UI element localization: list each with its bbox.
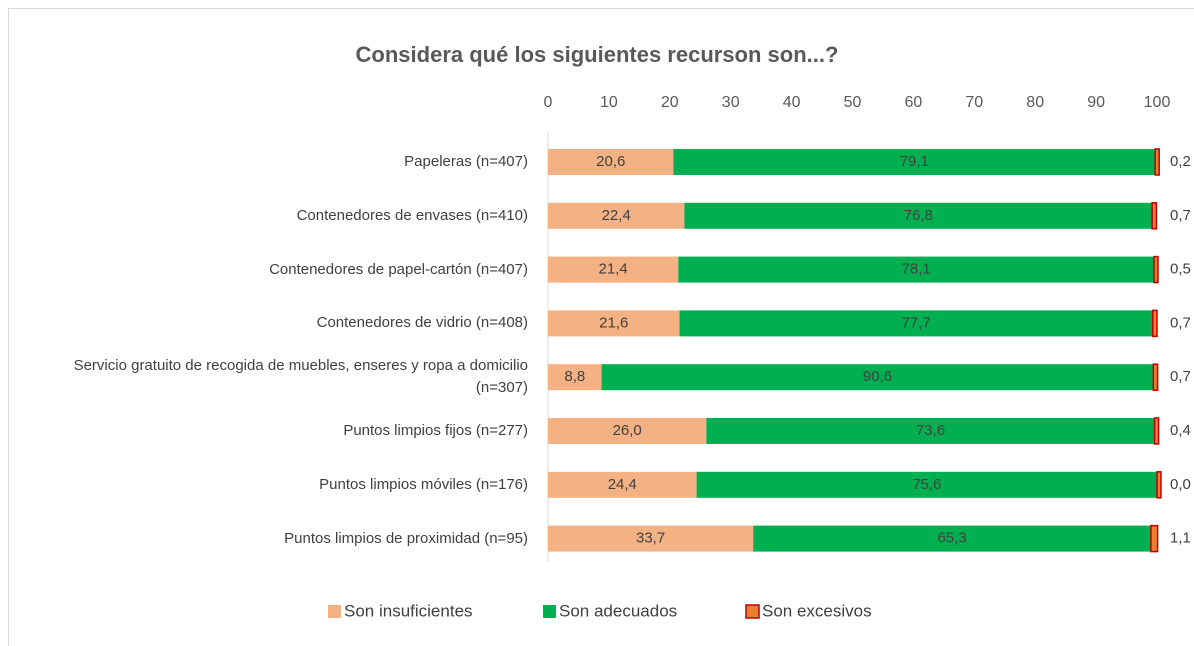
value-label: 8,8 [564, 368, 585, 385]
value-label: 76,8 [904, 207, 933, 224]
value-label: 0,7 [1170, 314, 1191, 331]
category-label: Contenedores de envases (n=410) [296, 206, 528, 224]
x-tick-label: 90 [1087, 94, 1105, 111]
legend-label: Son adecuados [559, 601, 677, 620]
bar-segment [548, 202, 685, 229]
category-label: Servicio gratuito de recogida de muebles… [73, 357, 528, 397]
bar-segment [1153, 255, 1159, 284]
value-label: 0,7 [1170, 368, 1191, 385]
value-label: 22,4 [602, 207, 631, 224]
legend-swatch [745, 604, 760, 619]
category-label: Papeleras (n=407) [404, 153, 528, 170]
bar-segment [548, 364, 602, 391]
value-label: 77,7 [902, 314, 931, 331]
bar-segment [548, 471, 697, 498]
bar-segment [753, 525, 1151, 552]
value-label: 24,4 [608, 476, 637, 493]
bar-segment [696, 471, 1157, 498]
x-tick-label: 60 [905, 94, 923, 111]
bar-segment [601, 364, 1154, 391]
bar-segment [706, 418, 1155, 444]
legend-label: Son excesivos [762, 601, 872, 620]
category-label: Puntos limpios fijos (n=277) [343, 422, 528, 439]
bar-segment [548, 525, 754, 552]
category-label: Puntos limpios móviles (n=176) [319, 475, 528, 493]
bar-segment [548, 418, 707, 444]
value-label: 0,7 [1170, 207, 1191, 224]
x-tick-label: 30 [722, 94, 740, 111]
value-label: 33,7 [636, 530, 665, 547]
bar-segment [679, 310, 1153, 337]
x-tick-label: 10 [600, 94, 618, 111]
chart-frame [8, 8, 1194, 646]
category-label: Puntos limpios de proximidad (n=95) [284, 529, 528, 547]
x-tick-label: 0 [544, 94, 553, 111]
x-tick-label: 70 [965, 94, 983, 111]
bar-segment [1154, 148, 1160, 176]
category-label: Contenedores de vidrio (n=408) [316, 314, 528, 332]
value-label: 0,2 [1170, 153, 1191, 170]
value-label: 78,1 [902, 261, 931, 278]
value-label: 26,0 [613, 422, 642, 439]
bar-segment [1151, 309, 1158, 338]
legend-swatch [328, 605, 341, 618]
value-label: 65,3 [937, 530, 966, 547]
bar-segment [1150, 524, 1159, 553]
value-label: 73,6 [916, 422, 945, 439]
bar-segment [548, 256, 679, 283]
value-label: 1,1 [1170, 530, 1191, 547]
x-tick-label: 40 [783, 94, 801, 111]
value-label: 75,6 [912, 476, 941, 493]
value-label: 0,5 [1170, 261, 1191, 278]
category-label: Contenedores de papel-cartón (n=407) [269, 260, 528, 278]
x-tick-label: 50 [844, 94, 862, 111]
value-label: 20,6 [596, 153, 625, 170]
chart-title: Considera qué los siguientes recurson so… [356, 42, 839, 67]
x-tick-label: 80 [1026, 94, 1044, 111]
bar-segment [1156, 471, 1162, 499]
bar-segment [673, 149, 1156, 175]
value-label: 79,1 [900, 153, 929, 170]
value-label: 90,6 [863, 368, 892, 385]
legend-swatch [543, 605, 556, 618]
bar-segment [1151, 202, 1158, 230]
x-tick-label: 20 [661, 94, 679, 111]
x-tick-label: 100 [1144, 94, 1171, 111]
bar-segment [548, 149, 674, 175]
bar-segment [678, 256, 1154, 283]
legend-label: Son insuficientes [344, 601, 473, 620]
value-label: 0,4 [1170, 422, 1191, 439]
bar-segment [1152, 363, 1159, 391]
value-label: 0,0 [1170, 476, 1191, 493]
value-label: 21,6 [599, 314, 628, 331]
value-label: 21,4 [599, 261, 628, 278]
bar-segment [684, 202, 1153, 229]
bar-segment [548, 310, 680, 337]
bar-segment [1153, 417, 1160, 445]
